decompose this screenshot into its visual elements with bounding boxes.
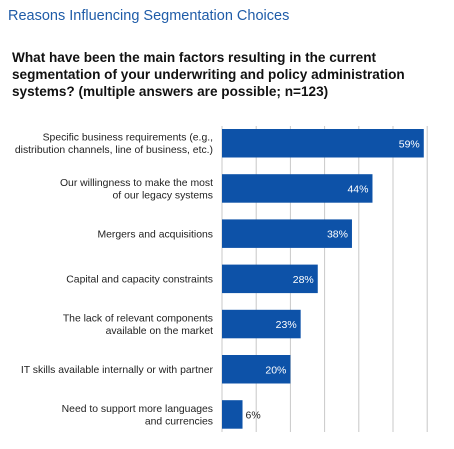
value-label: 28% xyxy=(293,274,314,286)
bar xyxy=(222,400,243,429)
value-label: 38% xyxy=(327,229,348,241)
category-label: IT skills available internally or with p… xyxy=(21,365,214,376)
value-label: 6% xyxy=(246,409,261,421)
value-label: 44% xyxy=(347,183,368,195)
bar xyxy=(222,309,301,339)
category-label: Mergers and acquisitions xyxy=(97,229,213,240)
category-label: Specific business requirements (e.g., dis… xyxy=(15,133,213,157)
page-title: Reasons Influencing Segmentation Choices xyxy=(8,8,290,24)
bar xyxy=(222,355,291,384)
category-label: Need to support more languages and curren… xyxy=(62,404,213,428)
category-labels: Specific business requirements (e.g., dis… xyxy=(15,133,214,428)
bar xyxy=(222,219,352,248)
bars xyxy=(222,129,424,429)
survey-question: What have been the main factors resultin… xyxy=(12,50,405,99)
value-label: 59% xyxy=(399,138,420,150)
value-labels: 59% 44% 38% 28% 23% 20% 6% xyxy=(246,138,420,421)
category-label: The lack of relevant components available… xyxy=(63,313,213,337)
bar xyxy=(222,264,318,294)
value-label: 20% xyxy=(265,364,286,376)
bar xyxy=(222,174,373,203)
bar xyxy=(222,129,424,158)
category-label: Our willingness to make the most of our l… xyxy=(60,178,213,202)
category-label: Capital and capacity constraints xyxy=(66,274,213,285)
value-label: 23% xyxy=(276,319,297,331)
